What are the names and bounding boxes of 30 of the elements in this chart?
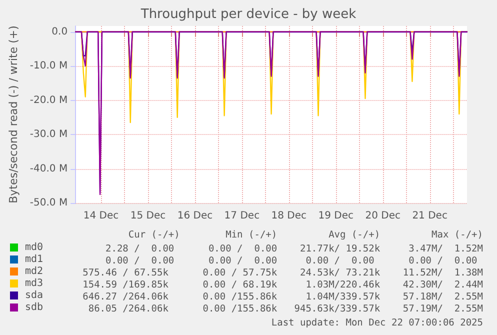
y-tick-label: 0.0 [52,26,68,38]
x-tick-label: 15 Dec [130,210,166,222]
legend-label: md0 [25,242,44,253]
x-tick-label: 16 Dec [177,210,213,222]
y-tick-label: -50.0 M [30,198,68,208]
x-tick-label: 18 Dec [271,210,307,222]
legend-label: sdb [25,302,44,313]
y-tick-label: -20.0 M [30,94,68,106]
x-tick-label: 19 Dec [318,210,354,222]
y-tick-label: -10.0 M [30,60,68,72]
text: 86.05 /264.06k 0.00 /155.86k 945.63k/339.57k 57.19M/ 2.55M [82,304,484,314]
x-tick-label: 14 Dec [83,210,119,222]
text: 2.28 / 0.00 0.00 / 0.00 21.77k/ 19.52k 3.47M/ 1.52M [82,244,484,254]
chart-title: Throughput per device - by week [140,7,357,22]
text: 646.27 /264.06k 0.00 /155.86k 1.04M/339.57k 57.18M/ 2.55M [82,292,484,302]
legend-label: md1 [25,254,44,265]
text: 0.00 / 0.00 0.00 / 0.00 0.00 / 0.00 0.00 / 0.00 [82,256,484,266]
y-tick-label: -40.0 M [30,163,68,174]
y-tick-label: -30.0 M [30,129,68,140]
text: Cur (-/+) Min (-/+) Avg (-/+) Max (-/+) [128,230,483,240]
x-tick-label: 21 Dec [412,210,448,222]
text: 154.59 /169.85k 0.00 / 68.19k 1.03M/220.46k 42.30M/ 2.44M [82,280,484,290]
x-tick-label: 20 Dec [365,210,400,222]
legend-label: sda [25,290,44,301]
text: 575.46 / 67.55k 0.00 / 57.75k 24.53k/ 73.21k 11.52M/ 1.38M [82,268,484,278]
legend-label: md3 [25,278,44,289]
y-axis-title: Bytes/second read (-) / write (+) [7,26,20,204]
legend-label: md2 [25,266,44,277]
text: Last update: Mon Dec 22 07:00:06 2025 [271,318,484,328]
x-tick-label: 17 Dec [224,210,260,222]
